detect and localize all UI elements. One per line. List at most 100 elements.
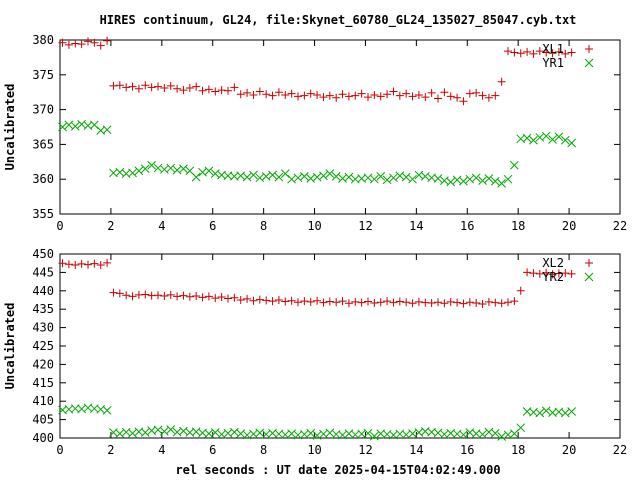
point-yr1 — [446, 177, 456, 187]
point-yr1 — [102, 125, 112, 135]
point-xl2 — [300, 297, 309, 306]
point-yr2 — [516, 423, 526, 433]
point-yr1 — [529, 135, 538, 145]
x-tick-label: 4 — [158, 219, 165, 233]
point-xl2 — [414, 297, 423, 306]
point-xl1 — [294, 92, 302, 101]
point-xl2 — [268, 297, 277, 306]
point-xl1 — [357, 89, 366, 98]
point-xl2 — [294, 298, 302, 307]
point-yr1 — [319, 171, 328, 181]
point-yr1 — [191, 172, 201, 182]
point-yr2 — [560, 408, 570, 418]
point-xl1 — [141, 81, 150, 90]
point-yr1 — [478, 176, 487, 185]
y-tick-label: 360 — [32, 172, 54, 186]
point-xl1 — [243, 88, 252, 97]
point-xl2 — [510, 297, 519, 306]
legend-marker-xl2 — [585, 259, 593, 267]
point-xl2 — [376, 298, 385, 307]
point-yr1 — [268, 170, 277, 180]
point-xl2 — [274, 296, 283, 304]
point-xl1 — [211, 87, 220, 96]
point-xl1 — [154, 82, 162, 91]
legend-label-xl2: XL2 — [542, 256, 564, 270]
point-yr1 — [179, 164, 188, 174]
point-xl2 — [325, 297, 334, 306]
x-tick-label: 8 — [260, 219, 267, 233]
x-tick-label: 14 — [409, 219, 423, 233]
panels: 0 2 4 6 8 10 12 14 16 18 20 22355360365370375380Unc… — [3, 33, 627, 457]
point-yr1 — [376, 172, 386, 181]
point-yr1 — [554, 132, 564, 142]
point-xl2 — [529, 269, 538, 278]
point-xl2 — [561, 269, 570, 278]
y-tick-label: 440 — [32, 284, 54, 298]
legend-label-yr2: YR2 — [542, 270, 564, 284]
point-yr1 — [58, 122, 67, 132]
point-xl1 — [529, 49, 538, 58]
point-xl2 — [185, 292, 194, 301]
series-xl1 — [58, 36, 576, 106]
x-tick-label: 0 — [56, 219, 63, 233]
x-tick-label: 16 — [460, 443, 474, 457]
point-xl2 — [548, 270, 557, 279]
x-tick-label: 14 — [409, 443, 423, 457]
point-yr1 — [90, 120, 99, 130]
point-xl2 — [395, 297, 404, 306]
point-xl1 — [338, 90, 347, 99]
point-yr1 — [370, 174, 379, 184]
point-xl2 — [109, 288, 118, 297]
point-xl2 — [243, 294, 252, 303]
point-yr2 — [325, 428, 335, 438]
point-xl2 — [160, 291, 169, 300]
point-xl2 — [211, 294, 220, 303]
point-yr2 — [160, 427, 169, 436]
point-xl1 — [77, 40, 86, 49]
point-xl1 — [370, 90, 379, 99]
point-xl1 — [389, 87, 398, 96]
point-xl1 — [446, 92, 455, 101]
point-xl1 — [90, 38, 99, 47]
point-xl2 — [90, 259, 99, 268]
point-xl2 — [71, 261, 80, 270]
point-yr1 — [166, 163, 176, 173]
point-yr2 — [363, 428, 373, 438]
point-xl2 — [491, 298, 500, 307]
point-yr1 — [249, 170, 258, 180]
point-yr1 — [389, 173, 398, 183]
point-xl2 — [122, 291, 131, 300]
point-xl2 — [497, 299, 506, 308]
point-xl2 — [523, 268, 532, 277]
point-yr1 — [134, 166, 144, 176]
y-tick-label: 370 — [32, 103, 54, 117]
point-xl1 — [217, 86, 226, 95]
point-xl1 — [122, 83, 131, 92]
x-tick-label: 18 — [511, 219, 525, 233]
point-xl2 — [427, 298, 436, 307]
point-xl1 — [554, 47, 563, 56]
point-xl2 — [204, 292, 213, 301]
point-xl2 — [141, 290, 150, 299]
panel-1: 0 2 4 6 8 10 12 14 16 18 20 22 355 360 365 370 375 380 Unc… — [3, 33, 627, 233]
point-xl2 — [465, 298, 474, 307]
point-yr1 — [401, 172, 411, 182]
point-yr1 — [567, 138, 576, 148]
point-xl1 — [300, 91, 309, 100]
point-xl2 — [504, 298, 512, 307]
x-tick-label: 6 — [209, 443, 216, 457]
point-xl1 — [408, 92, 417, 101]
point-xl1 — [364, 93, 372, 102]
point-yr2 — [210, 428, 220, 437]
x-tick-label: 12 — [358, 443, 372, 457]
point-yr1 — [503, 174, 513, 184]
point-xl1 — [510, 48, 519, 57]
series-yr1 — [58, 119, 576, 188]
point-xl2 — [344, 299, 353, 308]
point-xl2 — [459, 299, 468, 308]
x-tick-label: 4 — [158, 443, 165, 457]
point-xl1 — [402, 89, 411, 98]
point-yr2 — [490, 428, 500, 438]
panel-2: 0 2 4 6 8 10 12 14 16 18 20 22 400 405 410 415 420 425 430… — [3, 247, 627, 457]
